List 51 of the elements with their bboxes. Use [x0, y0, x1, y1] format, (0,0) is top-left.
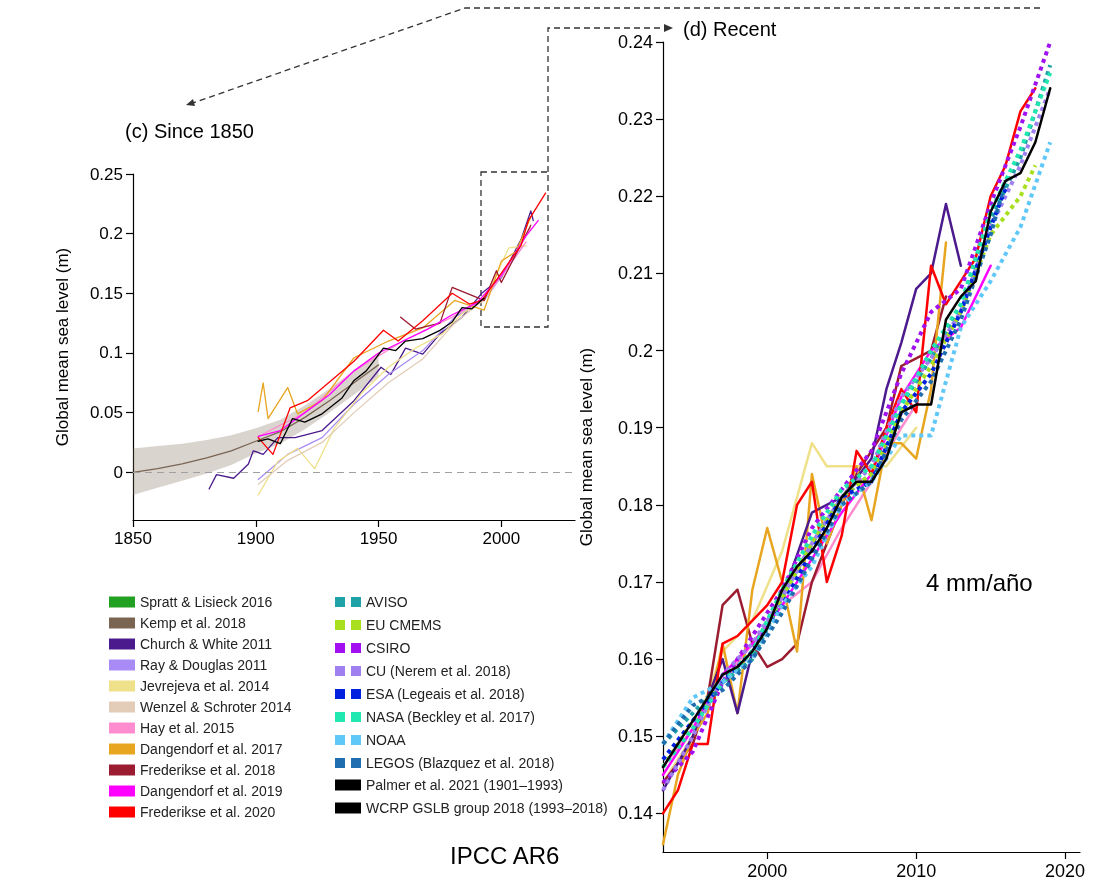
y-tick-label: 0.16	[617, 649, 653, 670]
y-axis-title: Global mean sea level (m)	[53, 247, 72, 447]
legend-label: CU (Nerem et al. 2018)	[366, 663, 511, 679]
legend-label: Palmer et al. 2021 (1901–1993)	[366, 777, 563, 793]
legend-label: Frederikse et al. 2018	[140, 762, 276, 778]
x-tick-label: 1900	[236, 529, 275, 548]
y-tick-label: 0.22	[617, 186, 653, 207]
legend-label: Wenzel & Schroter 2014	[140, 699, 292, 715]
text: IPCC AR6	[450, 841, 560, 869]
y-tick-label: 0.05	[89, 403, 123, 423]
legend-label: Dangendorf et al. 2017	[140, 741, 283, 757]
y-tick-label: 0	[113, 462, 123, 482]
y-tick-label: 0.17	[617, 572, 653, 592]
x-tick-label: 2020	[1045, 861, 1086, 881]
y-tick-label: 0.2	[627, 340, 653, 361]
x-tick-label: 1950	[359, 529, 398, 548]
y-tick-label: 0.14	[617, 803, 653, 824]
legend-label: EU CMEMS	[366, 617, 442, 633]
legend-label: Spratt & Lisieck 2016	[140, 594, 273, 610]
y-tick-label: 0.19	[617, 417, 653, 438]
y-tick-label: 0.15	[89, 283, 123, 303]
legend-label: Frederikse et al. 2020	[140, 804, 276, 820]
y-tick-label: 0.15	[617, 726, 653, 747]
x-tick-label: 1850	[114, 529, 152, 548]
y-tick-label: 0.23	[617, 109, 653, 130]
legend-label: Church & White 2011	[140, 636, 273, 652]
annotation: 4 mm/año	[926, 568, 1033, 596]
y-tick-label: 0.2	[99, 224, 123, 244]
y-tick-label: 0.24	[617, 32, 653, 52]
legend-label: Hay et al. 2015	[140, 720, 235, 736]
x-tick-label: 2000	[747, 861, 788, 881]
legend-label: Jevrejeva et al. 2014	[140, 678, 270, 694]
y-tick-label: 0.1	[99, 343, 123, 363]
legend-label: CSIRO	[366, 640, 411, 656]
chart-title: (c) Since 1850	[125, 120, 254, 142]
legend-label: NASA (Beckley et al. 2017)	[366, 709, 535, 725]
y-axis-title: Global mean sea level (m)	[577, 347, 596, 547]
y-tick-label: 0.21	[617, 263, 653, 284]
legend-label: LEGOS (Blazquez et al. 2018)	[366, 755, 555, 771]
legend-label: NOAA	[366, 732, 407, 748]
legend-label: Dangendorf et al. 2019	[140, 783, 283, 799]
legend-label: WCRP GSLB group 2018 (1993–2018)	[366, 800, 608, 816]
x-tick-label: 2000	[482, 529, 521, 548]
legend-label: AVISO	[366, 594, 408, 610]
x-tick-label: 2010	[896, 861, 937, 881]
chart-title: (d) Recent	[683, 18, 777, 40]
y-tick-label: 0.25	[89, 164, 123, 184]
y-tick-label: 0.18	[617, 494, 653, 515]
legend-label: ESA (Legeais et al. 2018)	[366, 686, 525, 702]
legend-label: Ray & Douglas 2011	[140, 657, 268, 673]
legend-label: Kemp et al. 2018	[140, 615, 247, 631]
